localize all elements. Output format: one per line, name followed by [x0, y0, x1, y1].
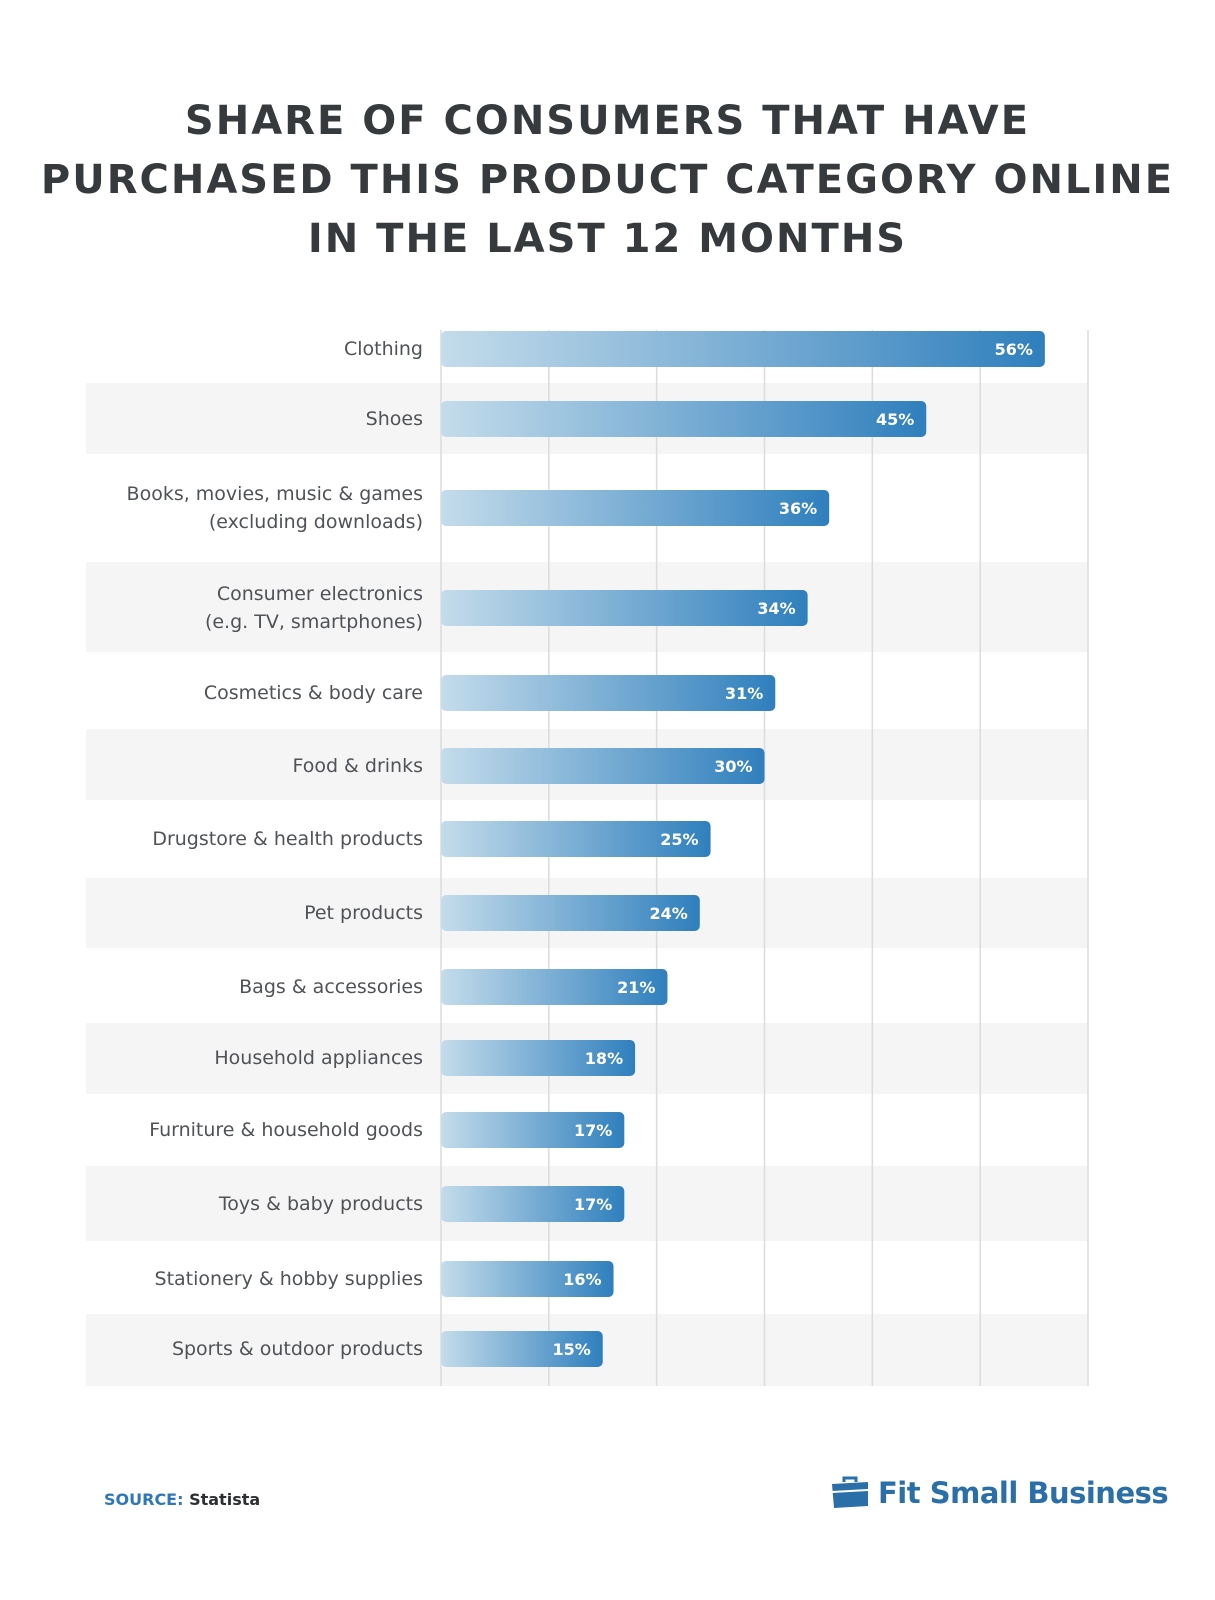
value-label: 25% [660, 830, 698, 849]
bars [441, 331, 1045, 1367]
value-label: 17% [574, 1195, 612, 1214]
category-label: Household appliances [214, 1047, 423, 1069]
title-line-1: SHARE OF CONSUMERS THAT HAVE [184, 98, 1031, 144]
category-label-line: Household appliances [214, 1047, 423, 1069]
source-note: SOURCE: Statista [104, 1490, 260, 1509]
value-label: 21% [617, 978, 655, 997]
category-label: Consumer electronics (e.g. TV, smartphone… [205, 583, 423, 633]
value-label: 24% [650, 904, 688, 923]
category-label-line: Cosmetics & body care [204, 682, 423, 704]
title-line-2: PURCHASED THIS PRODUCT CATEGORY ONLINE [40, 157, 1175, 203]
value-label: 31% [725, 684, 763, 703]
bar [441, 590, 808, 626]
bar [441, 1186, 625, 1222]
category-label-line: Shoes [366, 408, 423, 430]
row-bands [86, 383, 1088, 1386]
value-label: 36% [779, 499, 817, 518]
category-label: Food & drinks [292, 755, 423, 777]
chart-title: SHARE OF CONSUMERS THAT HAVE PURCHASED T… [40, 92, 1175, 269]
bar [441, 331, 1045, 367]
title-line-3: IN THE LAST 12 MONTHS [307, 216, 908, 262]
category-label-line: Food & drinks [292, 755, 423, 777]
category-label-line: Stationery & hobby supplies [155, 1268, 423, 1290]
category-label-line: Sports & outdoor products [172, 1338, 423, 1360]
category-label-line: (excluding downloads) [209, 511, 423, 533]
category-label-line: Toys & baby products [218, 1193, 423, 1215]
bar [441, 969, 668, 1005]
bar-chart: Clothing Shoes Books, movies, music & game… [86, 330, 1089, 1386]
value-label: 16% [563, 1270, 601, 1289]
category-label: Sports & outdoor products [172, 1338, 423, 1360]
category-label-line: Clothing [344, 338, 423, 360]
category-label-line: Consumer electronics [217, 583, 423, 605]
category-label: Cosmetics & body care [204, 682, 423, 704]
value-label: 45% [876, 410, 914, 429]
category-label-line: Pet products [304, 902, 423, 924]
bar [441, 1331, 603, 1367]
bar [441, 821, 711, 857]
bar [441, 401, 927, 437]
value-labels: 56% 45% 36% 34% 31% 30% 25% 24% 21% 18% 17% 17% 16% 1… [552, 340, 1032, 1359]
category-label: Clothing [344, 338, 423, 360]
value-label: 30% [714, 757, 752, 776]
bar [441, 1261, 614, 1297]
bar [441, 1112, 625, 1148]
category-label: Shoes [366, 408, 423, 430]
category-label-line: (e.g. TV, smartphones) [205, 611, 423, 633]
category-label-line: Books, movies, music & games [127, 483, 423, 505]
category-label-line: Bags & accessories [239, 976, 423, 998]
briefcase-icon [831, 1476, 869, 1508]
category-label: Furniture & household goods [149, 1119, 423, 1141]
category-label: Pet products [304, 902, 423, 924]
bar [441, 895, 700, 931]
category-label: Bags & accessories [239, 976, 423, 998]
source-value: Statista [183, 1490, 261, 1509]
value-label: 17% [574, 1121, 612, 1140]
bar [441, 1040, 636, 1076]
bar [441, 675, 776, 711]
value-label: 18% [585, 1049, 623, 1068]
value-label: 56% [995, 340, 1033, 359]
source-key: SOURCE: [104, 1490, 184, 1509]
bar [441, 490, 830, 526]
category-label: Stationery & hobby supplies [155, 1268, 423, 1290]
category-label: Drugstore & health products [152, 828, 423, 850]
category-label: Books, movies, music & games (excluding d… [127, 483, 423, 533]
value-label: 15% [552, 1340, 590, 1359]
brand-name: Fit Small Business [878, 1476, 1169, 1510]
category-label: Toys & baby products [218, 1193, 423, 1215]
value-label: 34% [757, 599, 795, 618]
category-labels: Clothing Shoes Books, movies, music & game… [127, 338, 423, 1360]
category-label-line: Furniture & household goods [149, 1119, 423, 1141]
bar [441, 748, 765, 784]
brand-logo: Fit Small Business [830, 1476, 1169, 1510]
category-label-line: Drugstore & health products [152, 828, 423, 850]
